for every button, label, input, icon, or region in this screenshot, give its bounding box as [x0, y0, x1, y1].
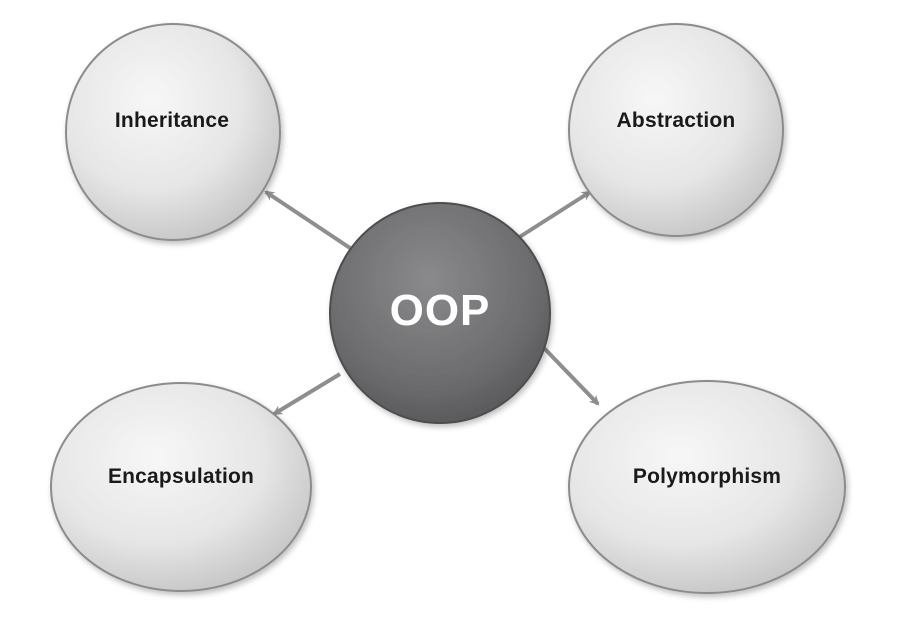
polymorphism-node [568, 380, 846, 594]
abstraction-node [568, 23, 784, 237]
abstraction-label: Abstraction [616, 109, 736, 132]
polymorphism-label: Polymorphism [632, 465, 782, 488]
arrow-to-polymorphism [542, 346, 600, 406]
oop-center-node [329, 202, 551, 424]
oop-center-label: OOP [389, 286, 491, 335]
arrow-to-encapsulation [272, 372, 342, 416]
encapsulation-label: Encapsulation [107, 465, 255, 488]
arrow-to-inheritance [264, 190, 352, 250]
arrow-to-abstraction [516, 190, 592, 240]
inheritance-node [65, 23, 281, 241]
inheritance-label: Inheritance [114, 109, 230, 132]
encapsulation-node [50, 382, 312, 592]
